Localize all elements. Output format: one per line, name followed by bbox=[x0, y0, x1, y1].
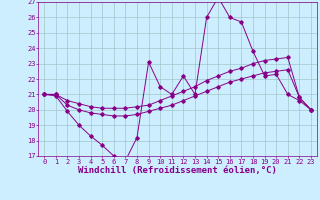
X-axis label: Windchill (Refroidissement éolien,°C): Windchill (Refroidissement éolien,°C) bbox=[78, 166, 277, 175]
